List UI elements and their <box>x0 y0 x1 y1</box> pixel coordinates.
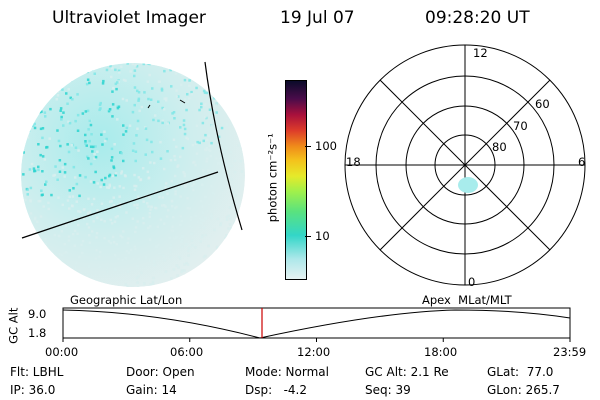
polar-emission-blob <box>458 177 478 193</box>
colorbar <box>285 80 307 280</box>
info-seq: Seq: 39 <box>365 383 411 397</box>
header-date: 19 Jul 07 <box>280 8 355 28</box>
mlat-label-60: 60 <box>535 97 550 111</box>
info-glat: GLat: 77.0 <box>487 365 554 379</box>
info-gain: Gain: 14 <box>126 383 177 397</box>
colorbar-tick-10: 10 <box>315 229 330 243</box>
mlt-label-6: 6 <box>578 155 586 169</box>
timeline-y-tick-1-8: 1.8 <box>28 326 47 340</box>
timeline-left-title: Geographic Lat/Lon <box>70 293 183 307</box>
header-time: 09:28:20 UT <box>425 8 530 28</box>
info-gc-alt: GC Alt: 2.1 Re <box>365 365 449 379</box>
gc-alt-curve <box>62 309 571 339</box>
timeline-y-tick-9: 9.0 <box>28 307 47 321</box>
colorbar-tick-100: 100 <box>315 139 337 153</box>
page-title: Ultraviolet Imager <box>52 8 206 28</box>
info-door: Door: Open <box>126 365 195 379</box>
mlt-label-0: 0 <box>468 275 476 289</box>
info-mode: Mode: Normal <box>245 365 329 379</box>
horizon-line <box>21 171 219 239</box>
timeline-x-tick-1200: 12:00 <box>297 345 331 359</box>
mlat-label-80: 80 <box>492 140 507 154</box>
timeline-x-tick-2359: 23:59 <box>553 345 587 359</box>
info-glon: GLon: 265.7 <box>487 383 560 397</box>
info-dsp: Dsp: -4.2 <box>245 383 308 397</box>
terminator-line <box>204 61 243 231</box>
timeline-x-tick-1800: 18:00 <box>424 345 458 359</box>
mlat-label-70: 70 <box>513 119 528 133</box>
mlt-label-12: 12 <box>473 46 488 60</box>
info-flt: Flt: LBHL <box>10 365 64 379</box>
timeline-x-tick-0600: 06:00 <box>170 345 204 359</box>
mlt-label-18: 18 <box>346 155 361 169</box>
timeline-right-title: Apex MLat/MLT <box>422 293 512 307</box>
timeline-x-tick-0000: 00:00 <box>45 345 79 359</box>
info-ip: IP: 36.0 <box>10 383 56 397</box>
uv-disk-image <box>21 63 245 287</box>
